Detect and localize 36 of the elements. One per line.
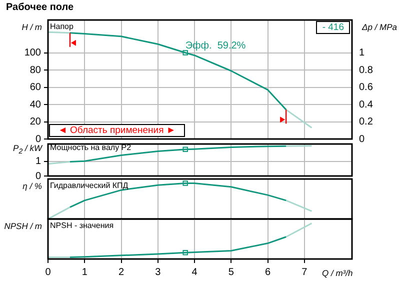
- y2-tick-label: 0.8: [359, 64, 374, 76]
- chart-title: Рабочее поле: [6, 2, 74, 13]
- y-tick-label: 0: [35, 134, 42, 145]
- y-axis-title: η / %: [22, 181, 42, 191]
- x-tick-label: 5: [228, 266, 234, 278]
- y2-tick-label: 0.4: [359, 99, 374, 110]
- y2-tick-label: 1: [359, 48, 365, 59]
- x-axis-title: Q / m³/h: [322, 268, 353, 278]
- x-tick-label: 2: [118, 266, 124, 278]
- y-tick-label: 80: [30, 64, 42, 76]
- annotation: Эфф. 59.2%: [185, 40, 246, 52]
- x-tick-label: 1: [82, 266, 88, 278]
- chart-subtitle: NPSH - значения: [50, 221, 114, 230]
- y-axis-title: H / m: [22, 22, 42, 32]
- y-tick-label: 40: [30, 99, 42, 110]
- y-tick-label: 100: [24, 48, 42, 59]
- x-tick-label: 6: [264, 266, 271, 278]
- chart-subtitle: Мощность на валу P2: [50, 143, 132, 152]
- y-tick-label: 0: [35, 170, 42, 182]
- y-tick-label: 20: [30, 116, 42, 128]
- chart-subtitle: Гидравлический КПД: [50, 181, 128, 190]
- y-tick-label: 60: [30, 82, 42, 94]
- x-tick-label: 3: [155, 266, 162, 278]
- y-axis-title: P$_{2}$ / kW: [13, 143, 42, 156]
- y2-tick-label: 0.6: [359, 82, 374, 94]
- y-axis-title: NPSH / m: [4, 221, 42, 231]
- x-tick-label: 7: [302, 266, 308, 278]
- y2-tick-label: 0.2: [359, 116, 374, 128]
- annotation: ◄ Область применения ►: [49, 124, 185, 137]
- y-tick-label: 1: [35, 156, 42, 168]
- annotation: - 416: [316, 21, 350, 34]
- chart-subtitle: Напор: [50, 22, 74, 31]
- y2-tick-label: 0: [359, 134, 365, 145]
- y2-axis-title: Δp / MPa: [362, 22, 397, 32]
- x-tick-label: 0: [45, 266, 52, 278]
- x-tick-label: 4: [192, 266, 198, 278]
